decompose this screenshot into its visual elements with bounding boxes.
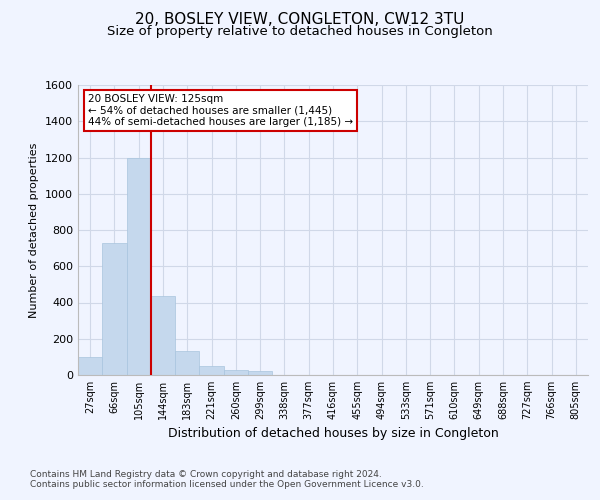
Bar bbox=[102, 242, 127, 375]
Bar bbox=[175, 350, 199, 375]
Text: Distribution of detached houses by size in Congleton: Distribution of detached houses by size … bbox=[167, 428, 499, 440]
Bar bbox=[127, 158, 151, 375]
Text: Contains HM Land Registry data © Crown copyright and database right 2024.
Contai: Contains HM Land Registry data © Crown c… bbox=[30, 470, 424, 490]
Bar bbox=[224, 370, 248, 375]
Bar bbox=[248, 372, 272, 375]
Text: 20, BOSLEY VIEW, CONGLETON, CW12 3TU: 20, BOSLEY VIEW, CONGLETON, CW12 3TU bbox=[136, 12, 464, 28]
Bar bbox=[78, 357, 102, 375]
Text: Size of property relative to detached houses in Congleton: Size of property relative to detached ho… bbox=[107, 25, 493, 38]
Text: 20 BOSLEY VIEW: 125sqm
← 54% of detached houses are smaller (1,445)
44% of semi-: 20 BOSLEY VIEW: 125sqm ← 54% of detached… bbox=[88, 94, 353, 127]
Bar bbox=[199, 366, 224, 375]
Bar bbox=[151, 296, 175, 375]
Y-axis label: Number of detached properties: Number of detached properties bbox=[29, 142, 40, 318]
